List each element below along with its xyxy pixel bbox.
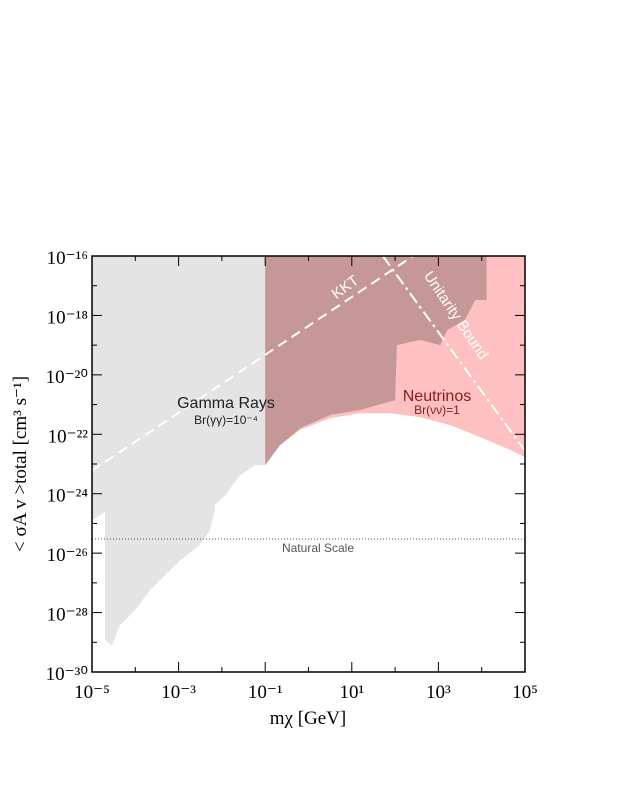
x-axis-label: mχ [GeV] [270,708,347,729]
reference-label: Natural Scale [282,541,354,555]
region-label: Neutrinos [403,388,471,405]
x-tick-label: 10¹ [339,682,364,703]
x-tick-label: 10³ [426,682,451,703]
y-tick-label: 10⁻²⁴ [47,486,89,507]
bound-line [91,255,414,472]
x-tick-label: 10⁵ [512,682,538,703]
overlap-region [265,256,487,466]
y-tick-label: 10⁻³⁰ [46,664,88,685]
x-tick-label: 10⁻³ [161,682,196,703]
region-note: Br(νν)=1 [414,403,460,417]
x-tick-label: 10⁻⁵ [74,682,110,703]
y-axis-label: < σA v >total [cm³ s⁻¹] [10,376,31,552]
y-tick-label: 10⁻¹⁶ [47,248,88,269]
y-tick-label: 10⁻²⁰ [46,367,88,388]
region-note: Br(γγ)=10⁻⁴ [194,413,258,427]
bound-line [381,255,526,452]
x-tick-label: 10⁻¹ [248,682,283,703]
y-tick-label: 10⁻²⁶ [47,545,88,566]
y-tick-label: 10⁻¹⁸ [47,307,88,328]
y-tick-label: 10⁻²² [48,426,89,447]
y-tick-label: 10⁻²⁸ [47,605,88,626]
region-label: Gamma Rays [177,395,275,412]
